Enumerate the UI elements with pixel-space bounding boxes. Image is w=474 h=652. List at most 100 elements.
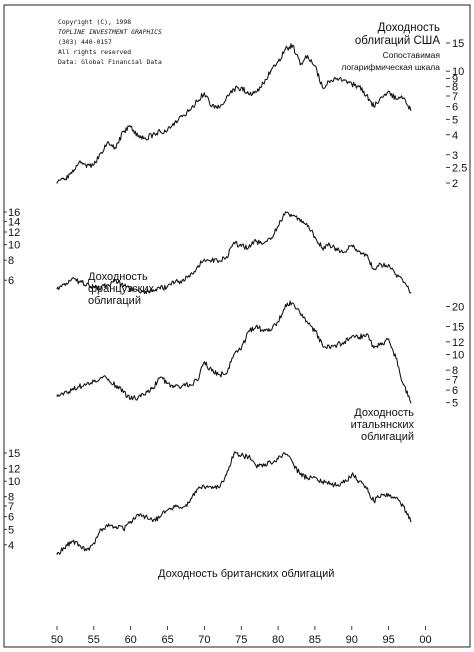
copyright-line: Data: Global Financial Data — [58, 58, 162, 66]
france-label-line: французских — [88, 283, 155, 295]
italy-data-point — [203, 361, 205, 363]
italy-data-point — [122, 391, 124, 393]
us-data-point — [358, 86, 360, 88]
france-data-point — [329, 244, 331, 246]
tick-layer: 151098765432.521614121086201512108765151… — [4, 38, 467, 646]
x-tick-label: 70 — [198, 634, 210, 646]
france-data-point — [71, 278, 73, 280]
uk-data-point — [108, 523, 110, 525]
us-data-point — [137, 136, 139, 138]
uk-data-point — [351, 474, 353, 476]
copyright-line: Copyright (C), 1998 — [58, 18, 131, 26]
scale-note-line: логарифмическая шкала — [341, 62, 440, 72]
italy-tick-label: 5 — [452, 398, 458, 410]
italy-data-point — [388, 338, 390, 340]
france-data-point — [255, 240, 257, 242]
italy-data-point — [255, 325, 257, 327]
uk-data-point — [122, 528, 124, 530]
italy-data-point — [329, 347, 331, 349]
france-data-point — [270, 238, 272, 240]
us-data-point — [248, 93, 250, 95]
copyright-block: Copyright (C), 1998 TOPLINE INVESTMENT G… — [58, 18, 162, 66]
uk-data-point — [336, 484, 338, 487]
france-data-point — [380, 264, 382, 266]
italy-tick-label: 12 — [452, 337, 464, 349]
italy-data-point — [56, 395, 58, 397]
us-data-point — [122, 130, 124, 133]
uk-data-point — [71, 540, 73, 543]
uk-data-point — [196, 488, 198, 490]
scale-note-line: Сопоставимая — [383, 50, 441, 60]
uk-series-label: Доходность британских облигаций — [158, 568, 334, 580]
uk-data-point — [63, 547, 65, 550]
uk-data-point — [144, 516, 146, 518]
us-data-point — [262, 82, 264, 84]
uk-data-point — [233, 453, 235, 455]
uk-tick-label: 12 — [8, 464, 20, 476]
x-tick-label: 55 — [88, 634, 100, 646]
italy-data-point — [277, 321, 279, 323]
italy-data-point — [218, 373, 220, 376]
uk-data-point — [292, 462, 294, 464]
france-data-point — [292, 215, 294, 217]
x-tick-label: 80 — [272, 634, 284, 646]
france-data-point — [167, 285, 169, 287]
uk-tick-label: 8 — [8, 492, 14, 504]
us-data-point — [321, 86, 323, 88]
x-tick-label: 60 — [125, 634, 137, 646]
us-data-point — [196, 100, 198, 102]
italy-data-point — [144, 394, 146, 396]
italy-data-point — [410, 402, 412, 404]
italy-data-point — [108, 378, 110, 380]
italy-data-point — [85, 383, 88, 386]
france-tick-label: 12 — [8, 227, 20, 239]
france-data-point — [115, 279, 117, 281]
us-data-point — [144, 137, 146, 139]
uk-data-point — [78, 544, 80, 546]
france-data-point — [152, 289, 154, 291]
italy-data-point — [137, 396, 139, 398]
france-series-label: Доходность французских облигаций — [88, 271, 155, 307]
uk-tick-label: 7 — [8, 501, 14, 513]
france-data-point — [203, 258, 205, 260]
italy-data-point — [373, 347, 375, 349]
uk-data-point — [181, 507, 183, 509]
us-data-point — [211, 106, 213, 108]
uk-data-point — [93, 542, 95, 544]
us-data-point — [71, 172, 73, 174]
us-label-line: облигаций США — [355, 35, 440, 47]
us-data-point — [410, 109, 412, 111]
italy-data-point — [365, 333, 368, 335]
us-data-point — [284, 48, 287, 50]
italy-label-line: облигаций — [361, 431, 414, 443]
uk-tick-label: 15 — [8, 448, 20, 460]
uk-data-point — [159, 516, 161, 518]
france-data-point — [248, 246, 250, 249]
italy-data-point — [248, 330, 250, 332]
france-tick-label: 8 — [8, 255, 14, 267]
us-data-point — [93, 164, 95, 166]
chart-frame — [3, 4, 471, 648]
copyright-line: All rights reserved — [58, 48, 131, 56]
us-data-point — [240, 87, 242, 89]
italy-data-point — [159, 376, 161, 378]
france-data-point — [343, 251, 345, 253]
italy-data-point — [174, 386, 176, 388]
uk-data-point — [402, 505, 404, 507]
france-label-line: Доходность — [88, 271, 148, 283]
us-data-point — [167, 129, 169, 131]
uk-data-point — [395, 497, 397, 499]
us-data-point — [115, 147, 117, 149]
france-data-point — [218, 260, 220, 262]
italy-data-point — [167, 382, 169, 384]
italy-data-point — [262, 330, 264, 332]
uk-data-point — [240, 454, 242, 456]
italy-data-point — [292, 302, 294, 304]
italy-data-point — [130, 398, 132, 400]
us-data-point — [56, 182, 58, 184]
france-data-point — [85, 284, 88, 286]
italy-data-point — [395, 357, 397, 359]
france-data-point — [225, 256, 228, 258]
